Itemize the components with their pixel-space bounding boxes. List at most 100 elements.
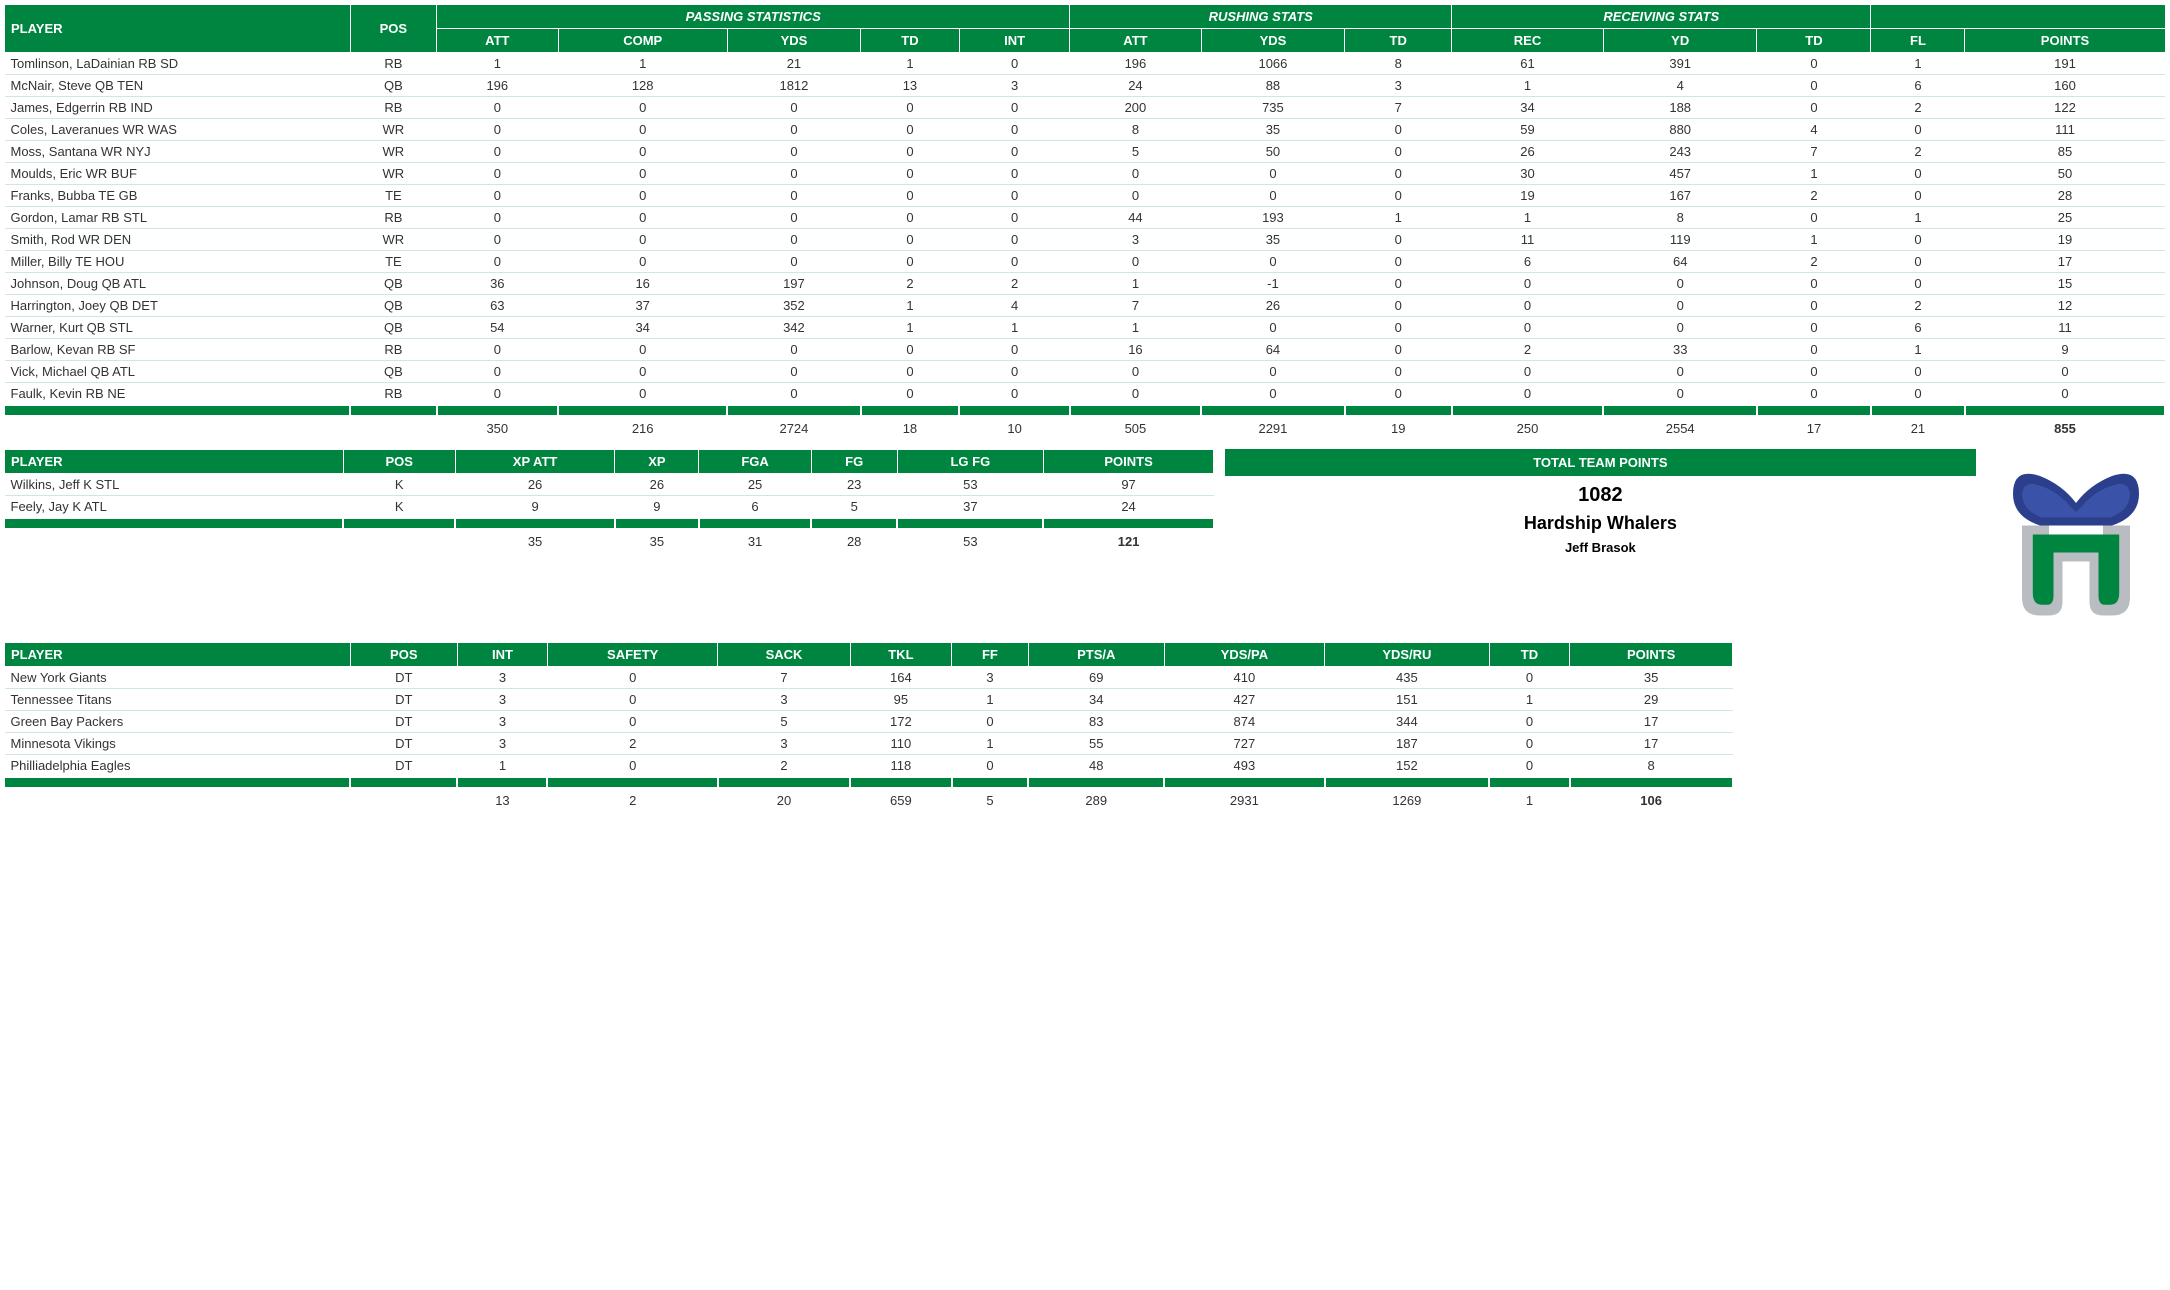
cell: 88 <box>1201 75 1345 97</box>
cell: 1 <box>1070 273 1201 295</box>
cell: 1 <box>1345 207 1452 229</box>
table-row: Johnson, Doug QB ATLQB3616197221-1000001… <box>5 273 2166 295</box>
cell: 0 <box>1757 295 1871 317</box>
cell: 61 <box>1452 53 1604 75</box>
cell: 9 <box>455 496 615 519</box>
cell: Minnesota Vikings <box>5 733 351 755</box>
cell: 0 <box>1757 97 1871 119</box>
cell: 3 <box>1345 75 1452 97</box>
team-logo <box>1986 449 2166 632</box>
cell: 19 <box>1452 185 1604 207</box>
cell: 1 <box>861 295 960 317</box>
col-header: PLAYER <box>5 643 351 667</box>
separator-row <box>5 777 1733 787</box>
cell: 0 <box>1070 383 1201 406</box>
cell: 0 <box>1070 163 1201 185</box>
cell: 2 <box>1871 97 1965 119</box>
cell: Green Bay Packers <box>5 711 351 733</box>
cell: 69 <box>1028 667 1164 689</box>
cell: 0 <box>727 97 860 119</box>
table-row: Miller, Billy TE HOUTE000000006642017 <box>5 251 2166 273</box>
cell: 0 <box>1345 251 1452 273</box>
cell: 2 <box>959 273 1070 295</box>
totals-cell: 35 <box>615 528 699 552</box>
cell: 35 <box>1201 119 1345 141</box>
cell: 427 <box>1164 689 1324 711</box>
cell: 196 <box>1070 53 1201 75</box>
cell: 1 <box>1871 207 1965 229</box>
offense-table: PLAYER POS PASSING STATISTICS RUSHING ST… <box>4 4 2166 439</box>
col-header: POINTS <box>1965 29 2165 53</box>
cell: 34 <box>558 317 727 339</box>
cell: 34 <box>1028 689 1164 711</box>
cell: 344 <box>1325 711 1490 733</box>
cell: 197 <box>727 273 860 295</box>
totals-cell <box>343 528 455 552</box>
table-row: Vick, Michael QB ATLQB0000000000000 <box>5 361 2166 383</box>
table-row: Moss, Santana WR NYJWR000005500262437285 <box>5 141 2166 163</box>
cell: 0 <box>437 229 558 251</box>
cell: Faulk, Kevin RB NE <box>5 383 351 406</box>
cell: 0 <box>1871 185 1965 207</box>
cell: 95 <box>850 689 952 711</box>
cell: 0 <box>1345 185 1452 207</box>
totals-cell: 505 <box>1070 415 1201 439</box>
totals-cell: 659 <box>850 787 952 811</box>
cell: 0 <box>727 229 860 251</box>
totals-cell: 18 <box>861 415 960 439</box>
cell: 1 <box>1452 207 1604 229</box>
col-header: ATT <box>437 29 558 53</box>
cell: 0 <box>952 711 1029 733</box>
cell: 4 <box>959 295 1070 317</box>
totals-cell: 21 <box>1871 415 1965 439</box>
cell: 0 <box>1345 361 1452 383</box>
cell: 0 <box>1201 361 1345 383</box>
cell: 0 <box>558 163 727 185</box>
cell: 0 <box>727 185 860 207</box>
cell: 128 <box>558 75 727 97</box>
col-header: PTS/A <box>1028 643 1164 667</box>
col-header: YDS <box>1201 29 1345 53</box>
cell: 33 <box>1603 339 1757 361</box>
cell: 8 <box>1070 119 1201 141</box>
cell: 0 <box>727 163 860 185</box>
cell: 122 <box>1965 97 2165 119</box>
cell: Smith, Rod WR DEN <box>5 229 351 251</box>
cell: 1 <box>1757 229 1871 251</box>
cell: Moss, Santana WR NYJ <box>5 141 351 163</box>
table-row: Smith, Rod WR DENWR000003350111191019 <box>5 229 2166 251</box>
table-row: Philliadelphia EaglesDT10211804849315208 <box>5 755 1733 778</box>
cell: 0 <box>959 383 1070 406</box>
cell: 0 <box>547 689 718 711</box>
cell: 21 <box>727 53 860 75</box>
cell: 3 <box>1070 229 1201 251</box>
cell: 0 <box>547 667 718 689</box>
cell: RB <box>350 97 436 119</box>
cell: 0 <box>861 119 960 141</box>
cell: 0 <box>1757 53 1871 75</box>
cell: 0 <box>1757 383 1871 406</box>
col-header: FL <box>1871 29 1965 53</box>
table-row: Green Bay PackersDT305172083874344017 <box>5 711 1733 733</box>
cell: 0 <box>1757 207 1871 229</box>
table-row: Gordon, Lamar RB STLRB00000441931180125 <box>5 207 2166 229</box>
cell: 0 <box>861 361 960 383</box>
cell: 13 <box>861 75 960 97</box>
totals-cell: 855 <box>1965 415 2165 439</box>
cell: Johnson, Doug QB ATL <box>5 273 351 295</box>
cell: 2 <box>1452 339 1604 361</box>
cell: 0 <box>1757 339 1871 361</box>
cell: 0 <box>959 185 1070 207</box>
cell: 0 <box>1345 295 1452 317</box>
cell: 50 <box>1965 163 2165 185</box>
table-row: McNair, Steve QB TENQB196128181213324883… <box>5 75 2166 97</box>
cell: 0 <box>861 141 960 163</box>
cell: 1 <box>1489 689 1569 711</box>
cell: 44 <box>1070 207 1201 229</box>
cell: 0 <box>558 383 727 406</box>
col-header: POINTS <box>1570 643 1733 667</box>
cell: 110 <box>850 733 952 755</box>
table-row: New York GiantsDT307164369410435035 <box>5 667 1733 689</box>
cell: 167 <box>1603 185 1757 207</box>
col-header: POINTS <box>1043 450 1213 474</box>
